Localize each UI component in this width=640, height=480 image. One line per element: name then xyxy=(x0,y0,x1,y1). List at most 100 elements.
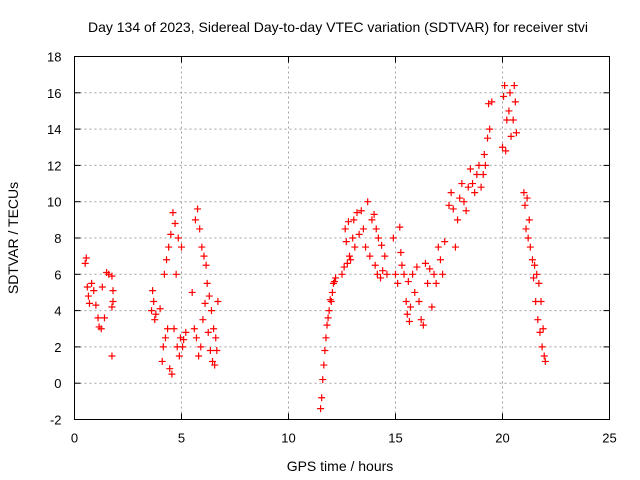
data-point xyxy=(188,288,196,296)
data-point xyxy=(85,299,93,307)
data-point xyxy=(396,223,404,231)
data-point xyxy=(175,352,183,360)
data-point xyxy=(432,279,440,287)
grid xyxy=(74,56,610,420)
data-point xyxy=(161,334,169,342)
data-point xyxy=(404,278,412,286)
data-point xyxy=(317,405,325,413)
data-point xyxy=(480,151,488,159)
data-point xyxy=(506,89,514,97)
data-point xyxy=(109,298,117,306)
data-point xyxy=(204,328,212,336)
data-point xyxy=(539,325,547,333)
data-point xyxy=(98,283,106,291)
data-point xyxy=(464,183,472,191)
data-point xyxy=(525,216,533,224)
data-point xyxy=(109,287,117,295)
axis-ticks: 0 5 10 15 20 25 -2 0 2 4 6 8 10 12 14 16 18 xyxy=(47,50,617,446)
data-point xyxy=(163,256,171,264)
data-point xyxy=(180,336,188,344)
data-point xyxy=(81,259,89,267)
data-point xyxy=(323,321,331,329)
data-point xyxy=(325,307,333,315)
data-point xyxy=(473,170,481,178)
data-point xyxy=(345,252,353,260)
data-point xyxy=(512,129,520,137)
data-point xyxy=(212,334,220,342)
data-point xyxy=(377,274,385,282)
data-point xyxy=(509,116,517,124)
data-point xyxy=(368,216,376,224)
data-point xyxy=(436,256,444,264)
data-point xyxy=(206,347,214,355)
data-point xyxy=(378,241,386,249)
data-point xyxy=(505,107,513,115)
data-point xyxy=(524,234,532,242)
x-tick-label: 25 xyxy=(602,431,616,446)
data-point xyxy=(486,125,494,133)
data-point xyxy=(164,325,172,333)
data-point xyxy=(528,256,536,264)
y-tick-label: 18 xyxy=(47,50,61,65)
data-point xyxy=(383,270,391,278)
data-point xyxy=(503,116,511,124)
data-point xyxy=(403,310,411,318)
data-point xyxy=(428,303,436,311)
data-point xyxy=(466,165,474,173)
data-point xyxy=(411,288,419,296)
data-point xyxy=(351,243,359,251)
data-point xyxy=(460,198,468,206)
data-point xyxy=(500,92,508,100)
data-point xyxy=(441,238,449,246)
data-point xyxy=(485,100,493,108)
y-tick-label: 14 xyxy=(47,122,61,137)
data-point xyxy=(340,263,348,271)
data-point xyxy=(413,263,421,271)
data-point xyxy=(108,303,116,311)
data-point xyxy=(318,394,326,402)
data-point xyxy=(366,252,374,260)
data-point xyxy=(148,307,156,315)
data-point xyxy=(359,225,367,233)
data-point xyxy=(327,298,335,306)
data-point xyxy=(207,307,215,315)
y-axis-label: SDTVAR / TECUs xyxy=(5,182,21,294)
data-point xyxy=(520,189,528,197)
data-point xyxy=(454,216,462,224)
data-point xyxy=(371,261,379,269)
data-point xyxy=(530,274,538,282)
data-point xyxy=(379,267,387,275)
data-point xyxy=(214,298,222,306)
y-tick-label: -2 xyxy=(50,413,62,428)
data-point xyxy=(152,310,160,318)
y-tick-label: 2 xyxy=(54,340,61,355)
data-point xyxy=(381,252,389,260)
data-point xyxy=(511,98,519,106)
data-point xyxy=(526,243,534,251)
data-point xyxy=(456,194,464,202)
data-point xyxy=(324,314,332,322)
data-point xyxy=(179,343,187,351)
data-point xyxy=(174,234,182,242)
data-point xyxy=(521,201,529,209)
data-point xyxy=(419,321,427,329)
x-tick-label: 0 xyxy=(71,431,78,446)
data-point xyxy=(108,352,116,360)
data-point xyxy=(182,328,190,336)
data-point xyxy=(372,225,380,233)
data-point xyxy=(488,98,496,106)
data-point xyxy=(176,334,184,342)
data-point xyxy=(169,209,177,217)
data-point xyxy=(322,334,330,342)
data-point xyxy=(84,292,92,300)
data-point xyxy=(160,270,168,278)
data-point xyxy=(192,334,200,342)
data-point xyxy=(332,274,340,282)
data-point xyxy=(168,370,176,378)
data-point xyxy=(499,143,506,151)
data-point xyxy=(341,225,349,233)
data-point xyxy=(475,161,483,169)
data-point xyxy=(320,361,328,369)
data-point xyxy=(355,230,363,238)
data-point xyxy=(445,201,453,209)
